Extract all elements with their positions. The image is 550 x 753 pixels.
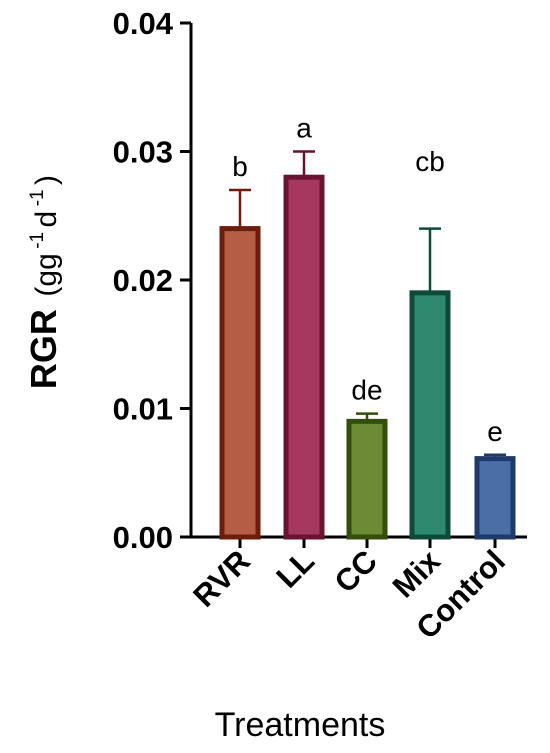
significance-label-cc: de: [351, 375, 382, 406]
x-tick-label-ll: LL: [269, 543, 321, 595]
y-axis-title-unit-close: ): [30, 175, 63, 185]
significance-label-mix: cb: [415, 146, 445, 177]
y-axis-title-unit-open: (gg: [30, 253, 63, 296]
x-axis-title: Treatments: [215, 706, 386, 744]
y-tick-label: 0.01: [113, 392, 173, 427]
significance-label-rvr: b: [232, 151, 248, 182]
bar-rvr: [219, 226, 261, 540]
error-bars: [229, 150, 506, 459]
y-tick-label: 0.03: [113, 135, 173, 170]
y-axis-title-unit-sup1: -1: [27, 232, 48, 249]
x-tick-label-rvr: RVR: [186, 543, 257, 614]
y-axis-title-main: RGR: [23, 309, 64, 389]
bar-mix: [409, 290, 451, 540]
bar-ll: [283, 174, 325, 540]
y-tick-label: 0.00: [113, 520, 173, 555]
y-axis: 0.00 0.01 0.02 0.03 0.04: [113, 6, 193, 555]
significance-label-control: e: [487, 416, 503, 447]
x-tick-label-cc: CC: [328, 543, 384, 599]
y-axis-title: RGR (gg -1 d -1 ): [23, 175, 64, 389]
significance-labels: b a de cb e: [232, 113, 503, 447]
significance-label-ll: a: [296, 113, 312, 144]
y-tick-label: 0.04: [113, 6, 174, 41]
bar-cc: [346, 418, 388, 540]
bars: [219, 174, 516, 540]
y-tick-label: 0.02: [113, 263, 173, 298]
y-axis-title-unit-mid: d: [30, 211, 63, 228]
bar-control: [474, 456, 516, 540]
y-axis-title-unit-sup2: -1: [27, 189, 48, 206]
